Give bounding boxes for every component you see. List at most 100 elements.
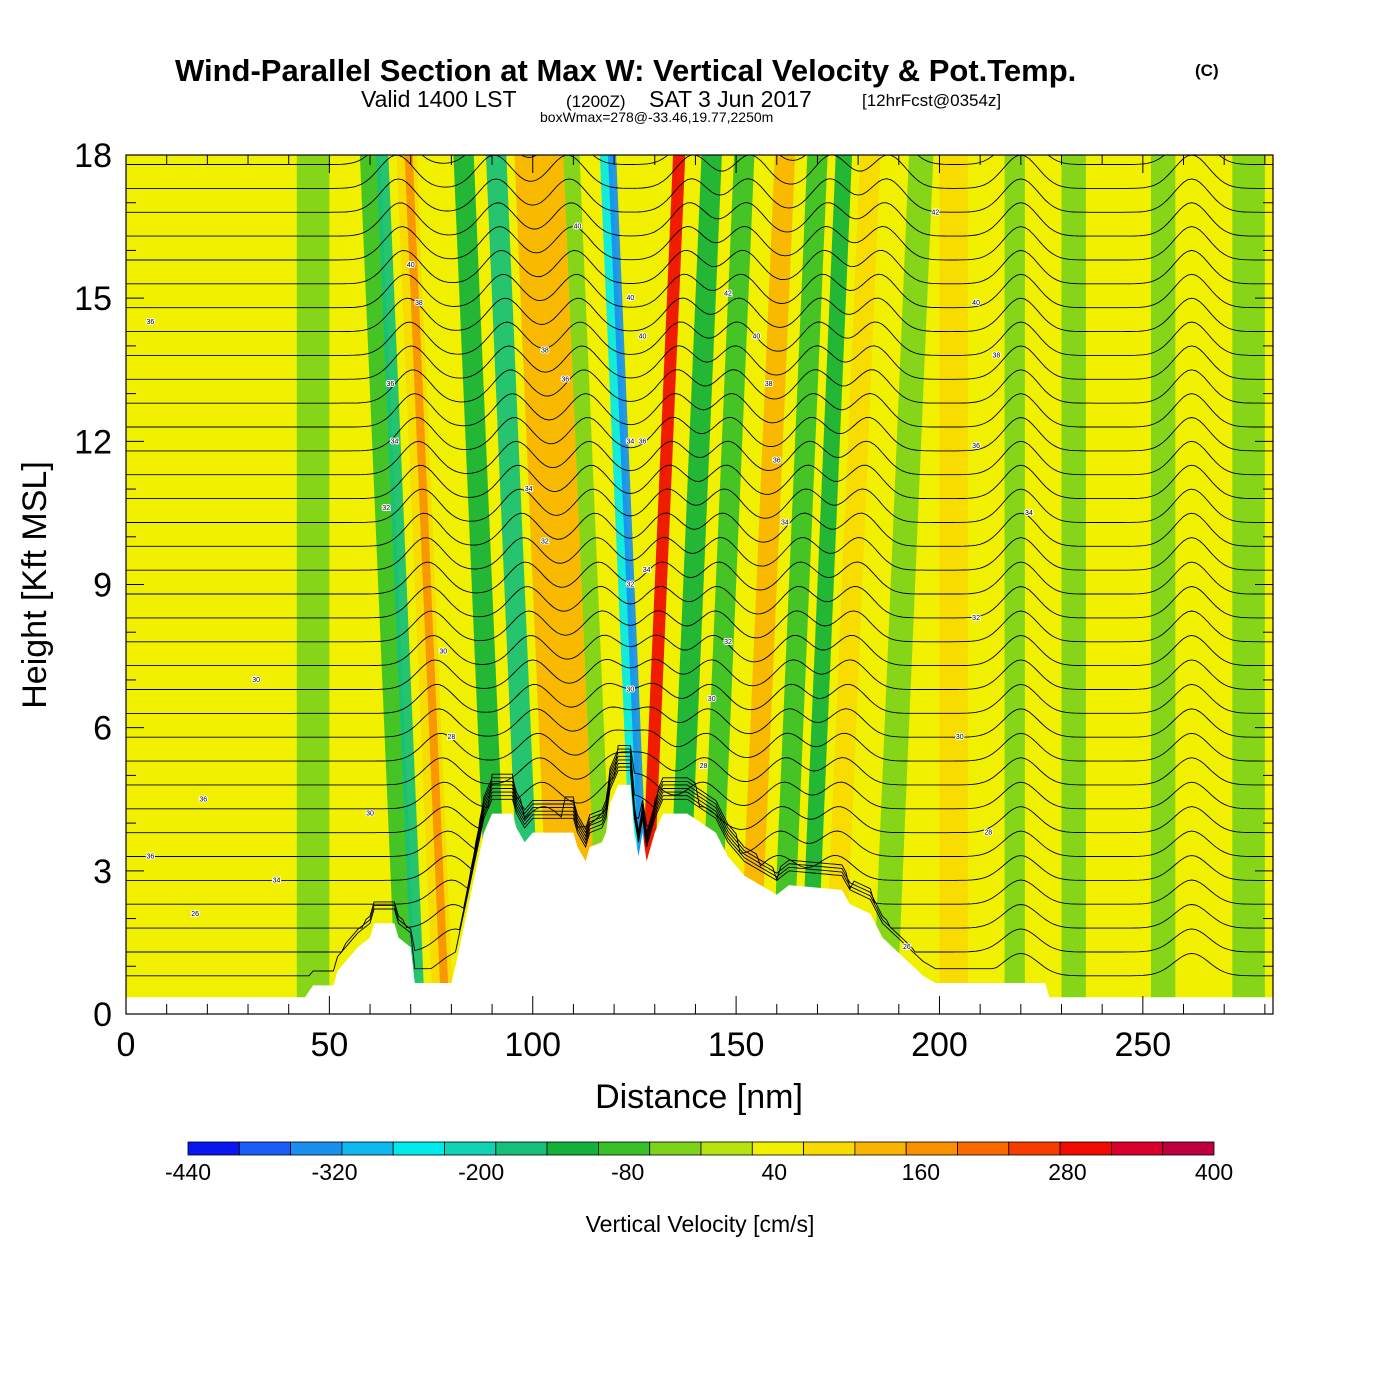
velocity-band-0 [146, 155, 175, 1014]
contour-label-8: 36 [386, 381, 394, 388]
velocity-band-10 [563, 155, 617, 1014]
colorbar-swatch-14 [905, 1141, 958, 1156]
subtitle-forecast: [12hrFcst@0354z] [862, 91, 1001, 110]
isentrope-line-0 [126, 770, 1273, 977]
contour-label-11: 38 [415, 300, 423, 307]
colorbar-tick-label: -320 [312, 1159, 358, 1185]
x-tick-label: 0 [117, 1026, 136, 1064]
colorbar-tick-label: 400 [1195, 1159, 1233, 1185]
colorbar-swatch-7 [546, 1141, 599, 1156]
isentrope-line-12 [126, 658, 1273, 690]
contour-label-3: 26 [191, 911, 199, 918]
subtitle-date: SAT 3 Jun 2017 [649, 86, 812, 112]
subtitle-utc: (1200Z) [566, 92, 626, 111]
contour-label-20: 40 [639, 333, 647, 340]
isentrope-line-17 [126, 537, 1273, 571]
terrain [126, 784, 1273, 1014]
contour-label-13: 28 [447, 734, 455, 741]
contour-label-9: 34 [391, 438, 399, 445]
contour-label-40: 30 [956, 734, 964, 741]
contour-label-7: 32 [382, 505, 390, 512]
contour-label-33: 28 [700, 763, 708, 770]
isentrope-line-20 [126, 464, 1273, 500]
isentrope-line-14 [126, 610, 1273, 643]
velocity-band-25 [1232, 155, 1265, 1014]
contour-label-23: 32 [626, 582, 634, 589]
y-tick-label: 18 [74, 137, 112, 175]
isentrope-line-21 [126, 440, 1273, 476]
isentrope-line-27 [126, 297, 1273, 333]
isentrope-line-22 [126, 417, 1273, 452]
velocity-band-2 [359, 155, 417, 1014]
isentrope-line-23 [126, 393, 1273, 428]
isentropes [126, 155, 1273, 977]
x-tick-label: 200 [911, 1026, 968, 1064]
contour-label-14: 34 [525, 486, 533, 493]
y-tick-label: 15 [74, 280, 112, 318]
isentrope-line-30 [126, 225, 1273, 261]
colorbar-tick-label: -200 [458, 1159, 504, 1185]
contour-label-25: 30 [626, 686, 634, 693]
contour-label-37: 36 [972, 443, 980, 450]
isentrope-line-13 [126, 634, 1273, 667]
colorbar-swatch-5 [444, 1141, 497, 1156]
isentrope-line-9 [126, 729, 1273, 762]
contour-label-16: 38 [541, 348, 549, 355]
contour-label-10: 40 [407, 262, 415, 269]
x-tick-label: 150 [708, 1026, 765, 1064]
isentrope-line-5 [126, 752, 1273, 857]
colorbar-swatch-6 [495, 1141, 548, 1156]
contour-label-36: 38 [993, 352, 1001, 359]
colorbar-swatch-10 [700, 1141, 753, 1156]
colorbar-tick-label: 280 [1048, 1159, 1086, 1185]
colorbar-swatch-17 [1059, 1141, 1112, 1156]
contour-label-2: 36 [147, 854, 155, 861]
velocity-band-7 [485, 155, 543, 1014]
colorbar-swatch-3 [341, 1141, 394, 1156]
isentrope-line-3 [126, 759, 1273, 905]
contour-label-4: 34 [273, 877, 281, 884]
isentrope-line-4 [126, 755, 1273, 881]
contour-label-27: 40 [753, 333, 761, 340]
colorbar-tick-label: -80 [611, 1159, 644, 1185]
colorbar-swatch-16 [1008, 1141, 1061, 1156]
y-tick-label: 6 [93, 710, 112, 748]
isentrope-line-29 [126, 249, 1273, 285]
colorbar-swatch-0 [187, 1141, 240, 1156]
colorbar-swatch-2 [290, 1141, 343, 1156]
isentrope-line-7 [126, 745, 1273, 810]
contour-label-0: 36 [147, 319, 155, 326]
contour-labels: 36 36 36 26 34 30 30 32 36 34 40 38 30 28 34 32 38 36 40 40… [146, 208, 1034, 952]
contour-label-18: 40 [574, 224, 582, 231]
contour-label-35: 40 [972, 300, 980, 307]
contour-label-17: 36 [561, 376, 569, 383]
colorbar-swatch-11 [751, 1141, 804, 1156]
contour-label-31: 32 [724, 639, 732, 646]
colorbar-tick-label: -440 [165, 1159, 211, 1185]
x-tick-label: 50 [310, 1026, 348, 1064]
isentrope-line-1 [126, 766, 1273, 953]
contour-label-22: 36 [639, 438, 647, 445]
y-tick-label: 3 [93, 853, 112, 891]
x-tick-label: 250 [1114, 1026, 1171, 1064]
contour-label-6: 30 [366, 811, 374, 818]
colorbar-swatch-15 [957, 1141, 1010, 1156]
velocity-band-13 [636, 155, 686, 1014]
contour-label-28: 38 [765, 381, 773, 388]
contour-label-15: 32 [541, 539, 549, 546]
contour-label-32: 30 [708, 696, 716, 703]
velocity-band-24 [1150, 155, 1176, 1014]
velocity-band-23 [1061, 155, 1086, 1014]
copyright-mark: (C) [1195, 61, 1219, 80]
colorbar-swatch-9 [649, 1141, 702, 1156]
velocity-band-12 [607, 155, 653, 1014]
isentrope-line-16 [126, 561, 1273, 595]
contour-label-21: 34 [626, 438, 634, 445]
colorbar-tick-label: 40 [761, 1159, 787, 1185]
x-tick-label: 100 [504, 1026, 561, 1064]
velocity-band-20 [872, 155, 934, 1014]
velocity-band-9 [538, 155, 600, 1014]
velocity-band-5 [404, 155, 450, 1014]
